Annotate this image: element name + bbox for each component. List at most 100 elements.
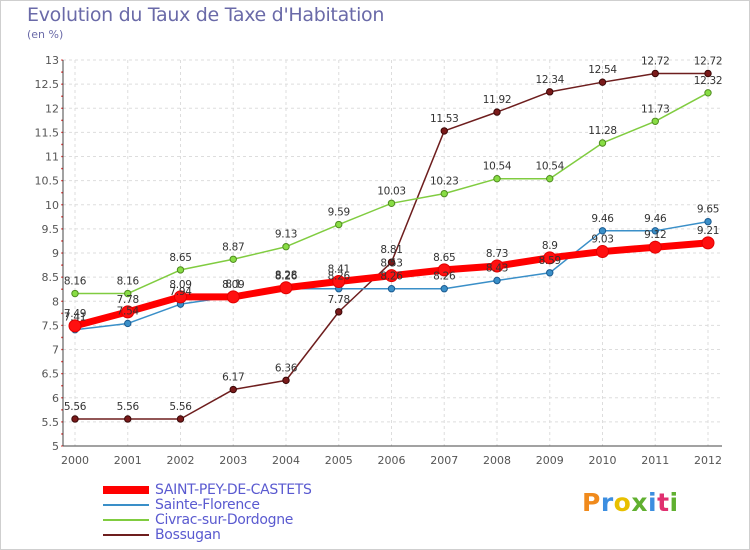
data-point-civrac-sur-dordogne (440, 189, 448, 198)
y-axis-unit-label: (en %) (27, 28, 64, 41)
legend-label: Bossugan (155, 527, 221, 543)
y-minor-tick (61, 83, 63, 85)
y-minor-tick (61, 372, 63, 375)
data-point-bossugan (124, 415, 132, 423)
data-label-sainte-florence: 8.59 (539, 255, 561, 267)
data-label-sainte-florence: 8.26 (380, 271, 403, 283)
data-label-saint-pey-de-castets: 8.28 (275, 270, 297, 282)
data-point-saint-pey-de-castets (226, 290, 240, 304)
legend-swatch (103, 519, 149, 521)
y-minor-tick (61, 119, 63, 122)
y-tick-label: 10 (45, 199, 59, 212)
y-tick-label: 12.5 (35, 78, 60, 91)
data-label-bossugan: 5.56 (169, 401, 192, 413)
y-minor-tick (61, 179, 63, 182)
y-minor-tick (61, 95, 63, 97)
data-point-bossugan (335, 308, 343, 316)
data-label-sainte-florence: 8.26 (433, 271, 456, 283)
data-point-bossugan (440, 127, 448, 135)
y-minor-tick (61, 300, 63, 303)
x-tick-label: 2007 (430, 454, 458, 467)
data-point-saint-pey-de-castets (174, 290, 187, 304)
x-tick-label: 2001 (114, 454, 142, 467)
data-label-bossugan: 12.54 (588, 64, 617, 76)
data-label-saint-pey-de-castets: 8.09 (222, 279, 244, 291)
x-tick-label: 2006 (378, 454, 406, 467)
logo-letter: i (669, 488, 679, 517)
data-label-bossugan: 12.72 (641, 56, 670, 68)
data-point-bossugan (71, 415, 79, 423)
data-label-saint-pey-de-castets: 8.09 (169, 279, 191, 291)
data-label-civrac-sur-dordogne: 11.28 (588, 125, 617, 137)
data-point-sainte-florence (440, 285, 448, 293)
logo-letter: P (582, 488, 601, 517)
data-label-sainte-florence: 9.65 (697, 204, 719, 216)
chart-legend: SAINT-PEY-DE-CASTETS Sainte-Florence Civ… (103, 482, 433, 544)
y-tick-label: 11 (45, 151, 59, 164)
data-point-civrac-sur-dordogne (546, 174, 554, 183)
data-point-saint-pey-de-castets (490, 259, 504, 273)
y-minor-tick (61, 155, 63, 158)
data-label-civrac-sur-dordogne: 8.65 (169, 252, 191, 264)
x-tick-label: 2002 (167, 454, 195, 467)
data-point-saint-pey-de-castets (385, 269, 398, 283)
y-minor-tick (61, 167, 63, 170)
y-minor-tick (61, 409, 63, 411)
data-label-bossugan: 11.53 (430, 113, 459, 125)
data-label-bossugan: 8.81 (380, 244, 402, 256)
data-label-saint-pey-de-castets: 7.49 (64, 308, 86, 320)
y-minor-tick (61, 107, 63, 110)
data-point-civrac-sur-dordogne (387, 199, 396, 208)
legend-item-saint-pey-de-castets: SAINT-PEY-DE-CASTETS (103, 482, 433, 499)
legend-item-sainte-florence: Sainte-Florence (103, 497, 433, 514)
y-tick-label: 9.5 (42, 223, 60, 236)
data-label-sainte-florence: 9.46 (591, 213, 614, 225)
legend-swatch (103, 504, 149, 506)
data-point-sainte-florence (651, 227, 659, 235)
y-tick-label: 5.5 (42, 416, 60, 429)
data-label-bossugan: 6.17 (222, 372, 244, 384)
data-label-civrac-sur-dordogne: 8.16 (117, 276, 140, 288)
data-point-sainte-florence (493, 276, 501, 285)
data-label-saint-pey-de-castets: 9.03 (591, 234, 613, 246)
data-point-civrac-sur-dordogne (124, 289, 132, 298)
data-point-saint-pey-de-castets (543, 251, 557, 265)
y-tick-label: 9 (52, 247, 59, 260)
data-point-saint-pey-de-castets (701, 236, 715, 250)
legend-item-bossugan: Bossugan (103, 527, 433, 544)
data-point-civrac-sur-dordogne (335, 220, 343, 229)
y-minor-tick (61, 324, 63, 327)
data-label-saint-pey-de-castets: 8.73 (486, 248, 508, 260)
x-tick-label: 2009 (536, 454, 564, 467)
legend-swatch (103, 534, 149, 536)
data-label-saint-pey-de-castets: 8.41 (328, 263, 350, 275)
data-label-civrac-sur-dordogne: 12.32 (694, 75, 723, 87)
logo-letter: t (657, 488, 670, 517)
x-tick-label: 2000 (61, 454, 89, 467)
logo-letter: i (648, 488, 658, 517)
data-label-sainte-florence: 8.26 (275, 271, 298, 283)
x-tick-label: 2011 (641, 454, 669, 467)
data-point-civrac-sur-dordogne (493, 174, 501, 183)
x-tick-label: 2012 (694, 454, 722, 467)
y-tick-label: 8.5 (42, 271, 60, 284)
proxiti-logo: Proxiti (582, 488, 679, 517)
y-minor-tick (61, 252, 63, 254)
data-point-saint-pey-de-castets (332, 274, 346, 288)
data-label-civrac-sur-dordogne: 10.23 (430, 176, 459, 188)
y-minor-tick (61, 445, 63, 447)
data-label-bossugan: 7.78 (328, 294, 350, 306)
y-tick-label: 10.5 (35, 175, 60, 188)
x-tick-label: 2008 (483, 454, 511, 467)
y-tick-label: 7 (52, 344, 59, 357)
legend-label: SAINT-PEY-DE-CASTETS (155, 482, 312, 498)
data-point-sainte-florence (387, 285, 396, 293)
data-label-saint-pey-de-castets: 8.65 (433, 252, 455, 264)
y-tick-label: 6 (52, 392, 59, 405)
data-label-saint-pey-de-castets: 8.9 (542, 240, 558, 252)
data-label-civrac-sur-dordogne: 10.54 (535, 161, 564, 173)
legend-swatch (103, 486, 149, 494)
data-point-civrac-sur-dordogne (176, 266, 185, 274)
data-label-civrac-sur-dordogne: 9.13 (275, 229, 297, 241)
data-label-bossugan: 5.56 (64, 401, 87, 413)
